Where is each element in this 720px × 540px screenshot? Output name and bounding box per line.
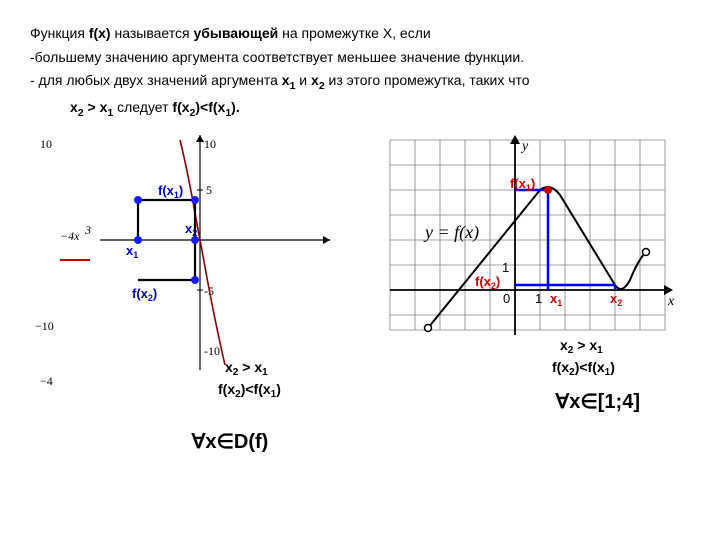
dot-fx1	[134, 196, 142, 204]
r-label-x1: x1	[550, 291, 562, 308]
cubic-curve	[180, 140, 225, 365]
def-line3-post: из этого промежутка, таких что	[325, 72, 530, 88]
def-x1: x1	[282, 72, 296, 88]
label-x1: x1	[126, 243, 138, 260]
r-label-fx1: f(x1)	[510, 176, 535, 193]
ytick-m10: -10	[204, 344, 220, 358]
ytick-5: 5	[206, 183, 212, 197]
r-dot-fx1	[544, 186, 552, 194]
def-line1-mid: называется	[111, 25, 194, 41]
right-chart: x y 0 1 1 y = f(x) f(x1) f(x2) x1 x2	[370, 130, 680, 454]
right-forall: ∀x∈[1;4]	[370, 389, 680, 414]
outside-tick-m10: −10	[35, 319, 54, 333]
def-line2: -большему значению аргумента соответству…	[30, 48, 690, 68]
def-line1-post: на промежутке X, если	[278, 25, 431, 41]
label-fx1: f(x1)	[158, 183, 183, 200]
left-chart-svg: 10 −10 −4 −4x 3 10 5 -5 -10	[30, 130, 350, 420]
r-yaxis-arrow	[510, 135, 520, 144]
def-x2: x2	[311, 72, 325, 88]
r-cond2: f(x2)<f(x1)	[552, 359, 615, 378]
definition-text: Функция f(x) называется убывающей на про…	[30, 24, 690, 120]
minus4x3-label: −4x	[60, 229, 80, 243]
left-forall: ∀x∈D(f)	[110, 429, 350, 454]
r-curve	[428, 187, 646, 328]
x-axis-arrow	[323, 236, 330, 244]
dot-top-right	[191, 196, 199, 204]
def-follows: следует	[113, 99, 172, 115]
minus4x3-exp: 3	[84, 223, 91, 237]
r-one-x: 1	[535, 291, 542, 306]
y-axis-arrow	[196, 135, 204, 142]
ytick-10: 10	[204, 137, 216, 151]
dot-x1	[134, 236, 142, 244]
def-decreasing: убывающей	[193, 25, 278, 41]
r-label-x2: x2	[610, 291, 622, 308]
outside-tick-10: 10	[40, 137, 52, 151]
def-cond: x2 > x1	[70, 99, 113, 115]
r-origin: 0	[503, 291, 510, 306]
r-func-label: y = f(x)	[423, 222, 479, 243]
dot-fx2	[191, 276, 199, 284]
left-cond2: f(x2)<f(x1)	[218, 381, 281, 400]
def-fx: f(x)	[89, 25, 111, 41]
def-ineq: f(x2)<f(x1).	[172, 99, 239, 115]
r-xlabel: x	[667, 294, 675, 309]
def-line1-pre: Функция	[30, 25, 89, 41]
right-chart-svg: x y 0 1 1 y = f(x) f(x1) f(x2) x1 x2	[370, 130, 680, 380]
def-line3-pre: - для любых двух значений аргумента	[30, 72, 282, 88]
def-line3-and: и	[295, 72, 311, 88]
r-one-y: 1	[502, 260, 509, 275]
left-chart: 10 −10 −4 −4x 3 10 5 -5 -10	[30, 130, 350, 454]
r-open-dot-right	[643, 249, 650, 256]
label-fx2: f(x2)	[132, 286, 157, 303]
r-cond1: x2 > x1	[560, 337, 603, 356]
r-open-dot-left	[425, 325, 432, 332]
r-ylabel: y	[520, 139, 529, 154]
r-label-fx2: f(x2)	[475, 274, 500, 291]
left-cond1: x2 > x1	[225, 359, 268, 378]
outside-tick-m4: −4	[40, 374, 53, 388]
